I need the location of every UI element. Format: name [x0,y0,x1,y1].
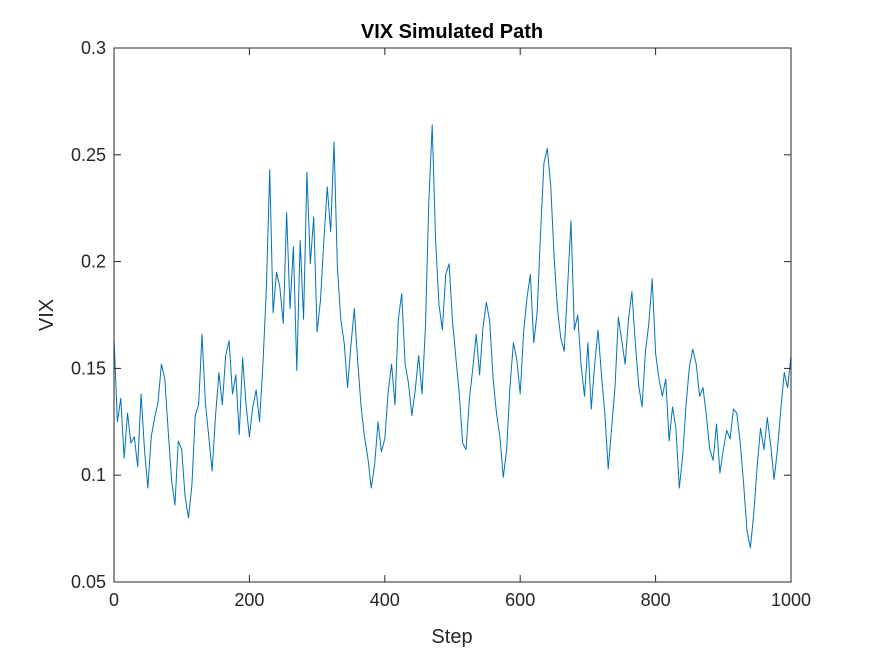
axes-box [113,47,792,583]
x-tick-label: 800 [641,590,671,610]
y-tick-label: 0.1 [81,465,106,485]
x-axis: 0 200 400 600 800 1000 [109,48,811,610]
y-tick-label: 0.15 [71,358,106,378]
y-axis-label: VIX [36,299,58,331]
y-tick-label: 0.05 [71,572,106,592]
x-tick-label: 0 [109,590,119,610]
x-axis-label: Step [431,626,472,648]
x-tick-label: 200 [234,590,264,610]
x-tick-label: 400 [370,590,400,610]
x-tick-label: 1000 [771,590,811,610]
y-tick-label: 0.3 [81,38,106,58]
series-line [113,124,792,549]
y-axis: 0.05 0.1 0.15 0.2 0.25 0.3 [71,38,791,592]
x-tick-label: 600 [505,590,535,610]
chart-title: VIX Simulated Path [361,21,543,43]
plot-area [113,47,792,583]
y-tick-label: 0.25 [71,145,106,165]
y-tick-label: 0.2 [81,252,106,272]
